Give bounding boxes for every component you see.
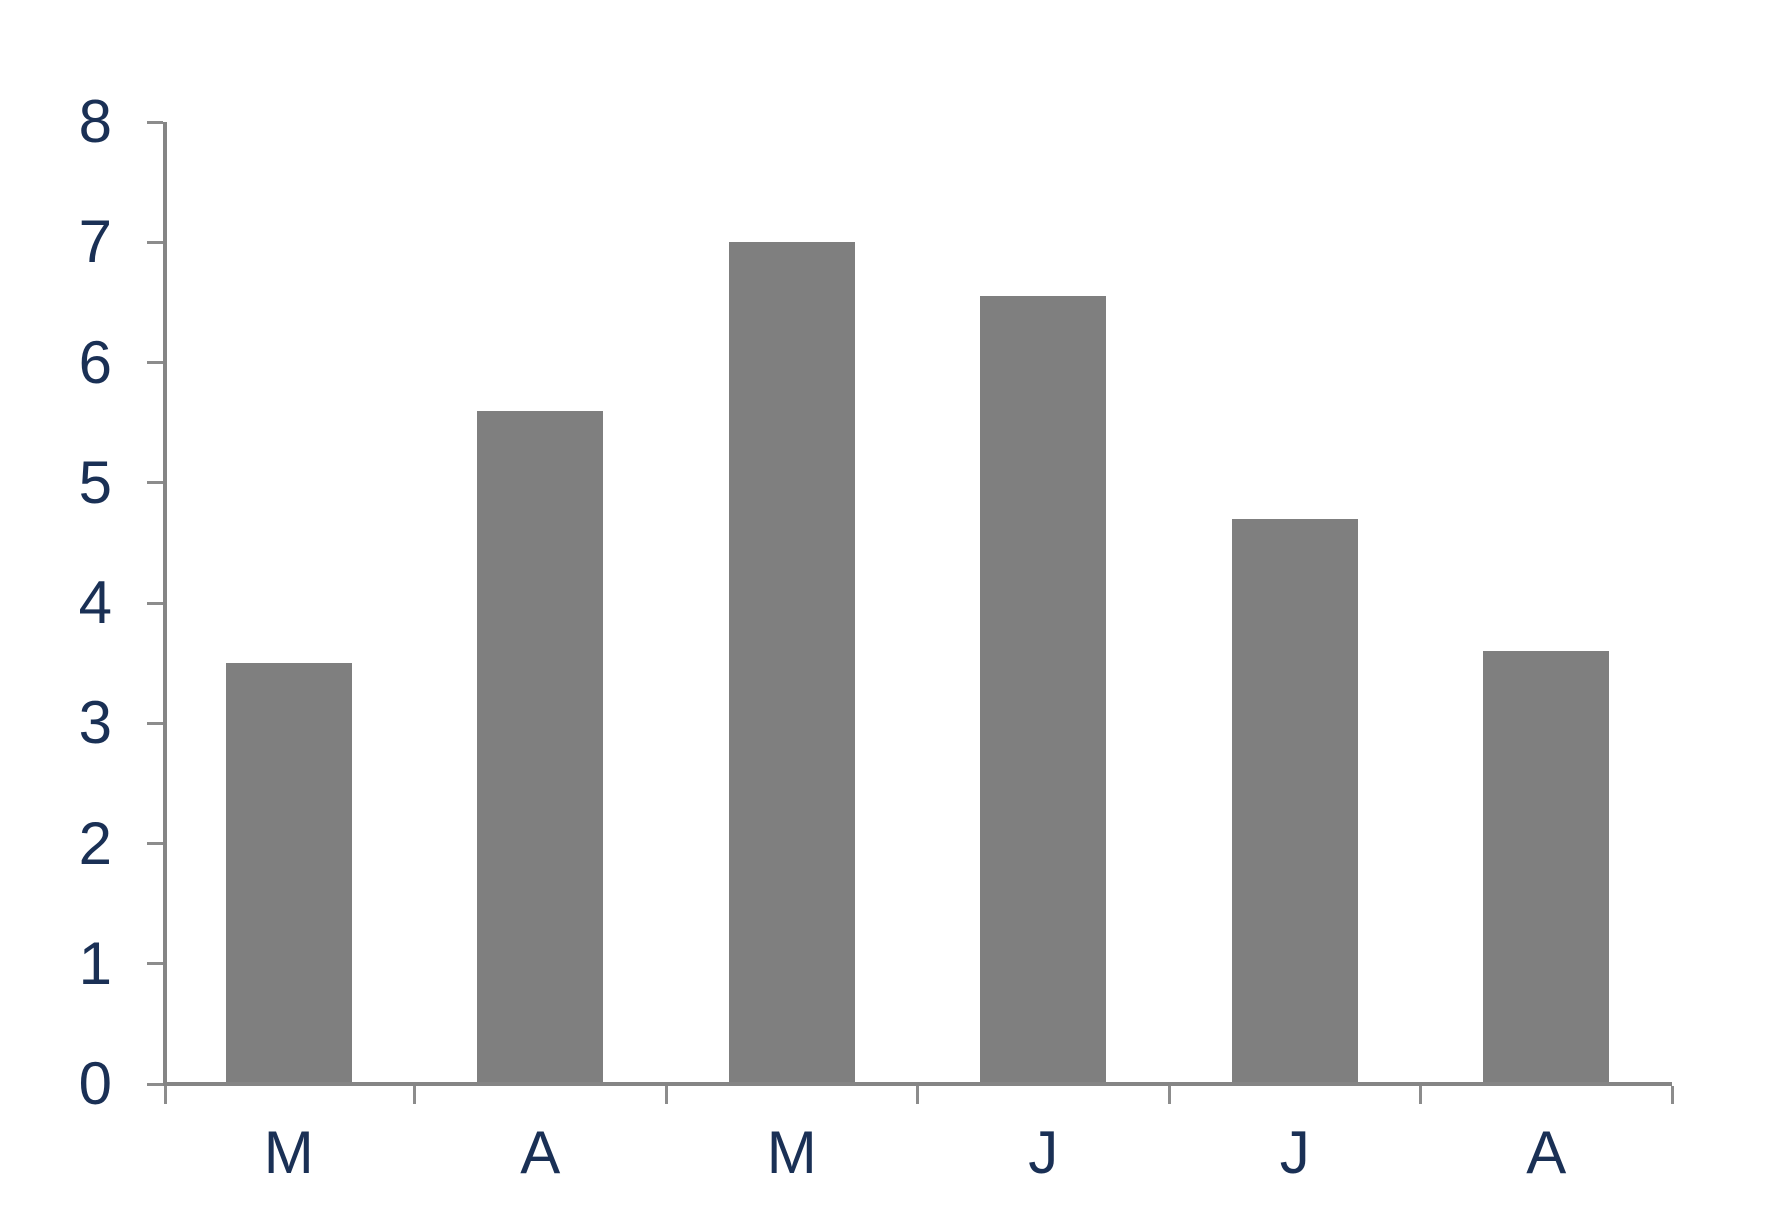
- y-axis-tick-label: 8: [78, 88, 112, 155]
- y-axis-tick-label: 4: [78, 569, 112, 636]
- bar: [1483, 651, 1610, 1084]
- x-axis-tick: [413, 1086, 416, 1104]
- y-axis-tick: [147, 1082, 163, 1086]
- y-axis-tick: [147, 842, 163, 845]
- x-axis-category-label: M: [263, 1119, 314, 1186]
- y-axis-tick-label: 2: [78, 809, 112, 877]
- bar: [225, 663, 352, 1084]
- y-axis-tick-label: 0: [78, 1050, 112, 1117]
- y-axis-tick-label: 5: [78, 448, 112, 516]
- y-axis-tick-label: 1: [78, 929, 112, 997]
- x-axis-tick: [1670, 1086, 1674, 1104]
- bar: [728, 242, 855, 1084]
- y-axis-line: [163, 122, 167, 1086]
- x-axis-category-label: J: [1279, 1119, 1310, 1186]
- bar: [1231, 518, 1358, 1084]
- y-axis-tick-label: 7: [78, 208, 112, 276]
- y-axis-tick-label: 3: [78, 689, 112, 757]
- x-axis-category-label: A: [520, 1119, 561, 1186]
- x-axis-tick: [163, 1086, 167, 1104]
- x-axis-category-label: A: [1526, 1119, 1567, 1186]
- x-axis-category-label: M: [766, 1119, 817, 1186]
- bar: [477, 410, 604, 1084]
- y-axis-tick: [147, 962, 163, 966]
- x-axis-line: [163, 1082, 1672, 1086]
- x-axis-tick: [664, 1086, 668, 1104]
- y-axis-tick: [147, 361, 163, 364]
- x-axis-tick: [1167, 1086, 1171, 1104]
- y-axis-tick: [147, 240, 163, 244]
- x-axis-tick: [1419, 1086, 1422, 1104]
- y-axis-tick: [147, 481, 163, 485]
- x-axis-tick: [916, 1086, 919, 1104]
- bar: [980, 296, 1107, 1084]
- y-axis-tick: [147, 721, 163, 725]
- x-axis-category-label: J: [1028, 1119, 1059, 1186]
- y-axis-tick-label: 6: [78, 328, 112, 396]
- y-axis-tick: [147, 601, 163, 605]
- y-axis-tick: [147, 120, 163, 124]
